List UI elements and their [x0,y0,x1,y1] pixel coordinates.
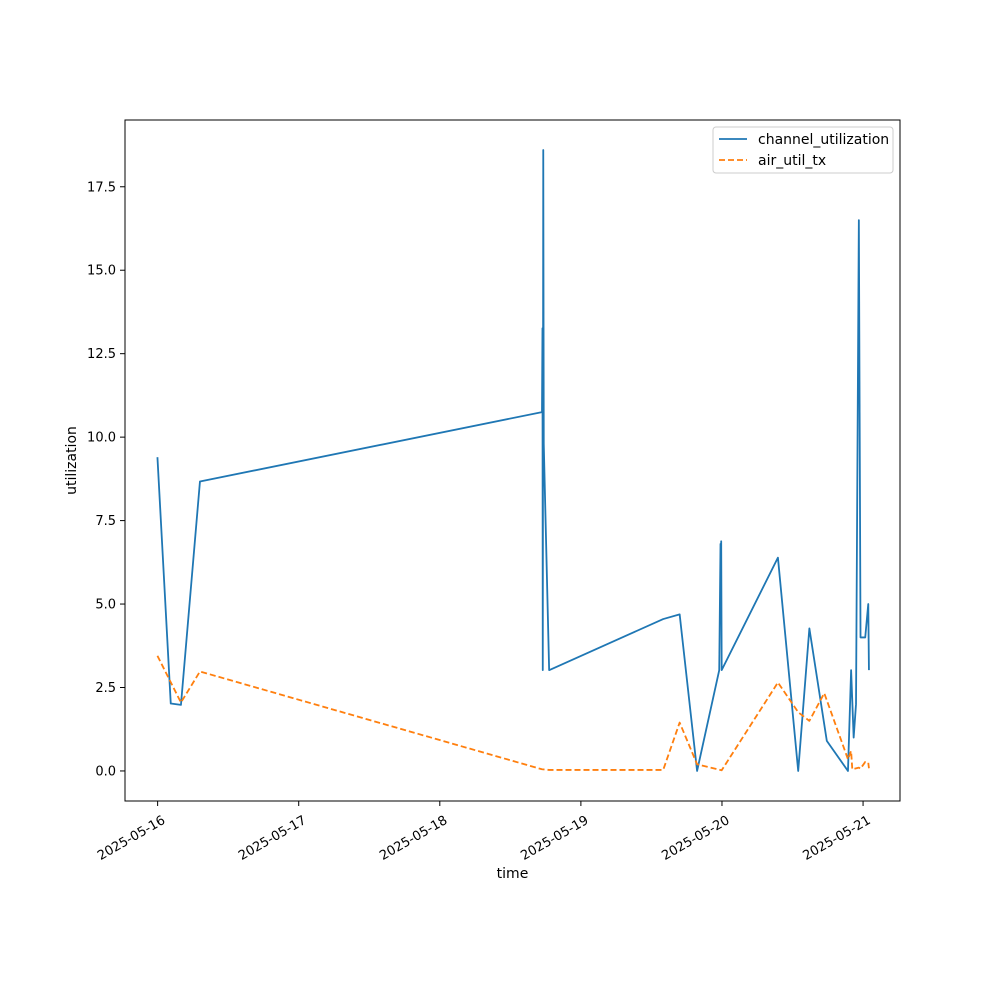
legend-label: channel_utilization [758,132,889,148]
y-tick-label: 5.0 [95,598,116,613]
y-axis: 0.0 2.5 5.0 7.5 10.0 12.5 15.0 17.5 [87,180,125,779]
y-tick-label: 2.5 [95,681,116,696]
x-axis: 2025-05-16 2025-05-17 2025-05-18 2025-05-19… [95,801,873,864]
plot-frame [124,119,901,802]
x-tick-label: 2025-05-16 [95,813,168,864]
plot-lines [156,149,870,772]
legend: channel_utilization air_util_tx [712,126,894,174]
y-tick-label: 7.5 [95,514,116,529]
y-tick-label: 0.0 [95,764,116,779]
x-tick-label: 2025-05-19 [518,813,591,864]
x-axis-label: time [497,866,529,882]
y-tick-label: 17.5 [87,180,116,195]
legend-box [712,126,894,174]
x-tick-label: 2025-05-20 [659,813,732,864]
legend-label: air_util_tx [758,153,826,169]
x-tick-label: 2025-05-18 [377,813,450,864]
series-line-air-util-tx [156,655,870,772]
y-tick-label: 12.5 [87,347,116,362]
y-axis-label: utilization [64,426,80,495]
y-tick-label: 15.0 [87,264,116,279]
y-tick-label: 10.0 [87,431,116,446]
series-line-channel-utilization [156,149,870,772]
x-tick-label: 2025-05-17 [236,813,309,864]
x-tick-label: 2025-05-21 [801,813,874,864]
